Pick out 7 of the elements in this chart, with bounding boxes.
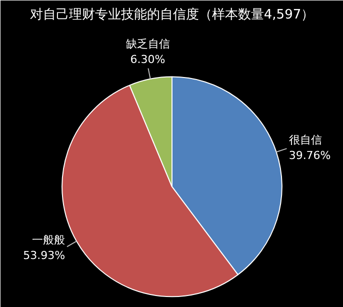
chart-title: 对自己理财专业技能的自信度（样本数量4,597） <box>30 6 314 22</box>
slice-label: 缺乏自信 <box>126 38 170 51</box>
slice-label: 很自信 <box>288 134 322 147</box>
slice-label: 一般般 <box>32 233 66 246</box>
data-label: 39.76% <box>288 149 331 162</box>
data-label: 53.93% <box>23 249 66 262</box>
data-label: 6.30% <box>130 53 166 66</box>
